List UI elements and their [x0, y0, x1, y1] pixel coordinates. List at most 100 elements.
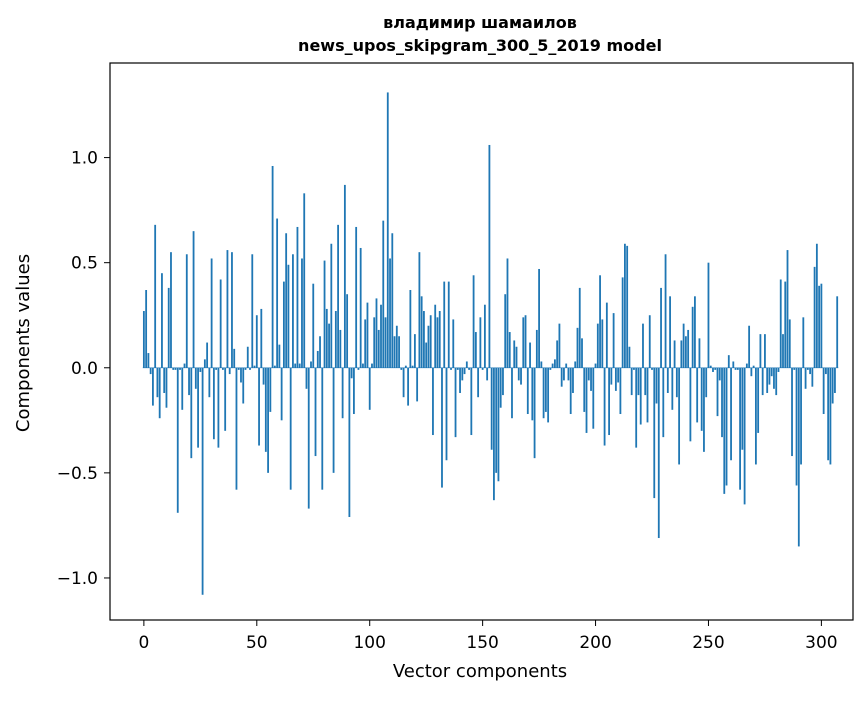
bar-245 — [696, 367, 699, 423]
bar-127 — [429, 315, 432, 368]
bar-146 — [472, 275, 475, 368]
bar-25 — [199, 367, 202, 372]
bar-208 — [612, 313, 615, 368]
bar-296 — [811, 367, 814, 387]
bar-242 — [689, 367, 692, 442]
bar-268 — [748, 325, 751, 368]
bar-167 — [520, 367, 522, 385]
bar-226 — [653, 367, 656, 499]
bar-170 — [526, 367, 529, 415]
bar-79 — [321, 367, 324, 490]
bar-209 — [614, 367, 617, 391]
bar-47 — [249, 367, 251, 370]
bar-171 — [529, 342, 531, 368]
bar-11 — [167, 287, 170, 368]
bar-303 — [827, 367, 830, 461]
bar-43 — [240, 367, 242, 383]
bar-271 — [754, 367, 757, 465]
bar-307 — [836, 296, 839, 368]
bar-259 — [727, 355, 730, 368]
y-axis-ticks: −1.0 −0.5 0.0 0.5 1.0 — [57, 149, 110, 589]
bar-134 — [445, 367, 448, 461]
bar-287 — [791, 367, 793, 457]
bar-21 — [190, 367, 193, 459]
bar-187 — [565, 363, 568, 368]
bar-159 — [502, 367, 504, 396]
bar-39 — [231, 252, 233, 368]
bar-160 — [504, 294, 507, 368]
bar-97 — [362, 363, 364, 368]
bar-4 — [152, 367, 154, 406]
bar-121 — [416, 367, 419, 402]
bar-48 — [251, 254, 254, 368]
bar-304 — [829, 367, 832, 465]
bar-3 — [149, 367, 152, 375]
bar-139 — [456, 367, 459, 370]
bar-123 — [420, 296, 423, 368]
bar-213 — [624, 243, 626, 368]
bar-266 — [743, 367, 746, 505]
bar-113 — [398, 336, 400, 368]
bar-90 — [346, 294, 349, 368]
bar-15 — [176, 367, 179, 513]
y-axis-label: Components values — [13, 254, 34, 432]
bar-205 — [605, 302, 608, 368]
bar-89 — [343, 184, 346, 368]
bar-252 — [712, 367, 714, 372]
bar-132 — [441, 367, 443, 488]
bar-35 — [222, 367, 224, 370]
bar-302 — [825, 367, 827, 375]
bar-104 — [377, 329, 380, 368]
bar-249 — [705, 367, 708, 398]
bar-69 — [298, 363, 301, 368]
bar-230 — [662, 367, 665, 438]
bar-68 — [296, 226, 299, 368]
bar-96 — [359, 247, 362, 368]
bar-219 — [637, 367, 640, 396]
bar-168 — [522, 317, 525, 368]
bar-157 — [497, 367, 500, 482]
bar-182 — [553, 359, 556, 368]
bar-274 — [761, 367, 764, 396]
bar-214 — [626, 245, 629, 368]
bar-231 — [664, 254, 667, 368]
bar-82 — [328, 323, 330, 368]
bar-172 — [531, 367, 534, 421]
bar-198 — [590, 367, 592, 391]
bar-76 — [314, 367, 317, 457]
bar-2 — [147, 353, 150, 368]
bar-114 — [400, 367, 403, 370]
bar-12 — [170, 252, 172, 368]
bar-281 — [777, 367, 780, 372]
bar-241 — [687, 329, 690, 368]
bar-181 — [551, 363, 554, 368]
bar-17 — [181, 367, 184, 410]
bar-51 — [258, 367, 260, 446]
bar-197 — [587, 367, 590, 381]
bar-235 — [673, 340, 676, 368]
bar-189 — [569, 367, 572, 415]
bar-233 — [669, 296, 671, 368]
bar-188 — [567, 367, 570, 381]
bar-84 — [332, 367, 335, 473]
y-tick-label-3: 0.5 — [71, 254, 98, 274]
bar-118 — [409, 290, 412, 368]
bar-100 — [368, 367, 371, 410]
bar-215 — [628, 346, 631, 368]
x-tick-label-300: 300 — [805, 633, 837, 653]
bar-246 — [698, 338, 701, 368]
x-axis-label: Vector components — [393, 661, 567, 682]
bar-227 — [655, 367, 658, 404]
bar-201 — [596, 323, 599, 368]
bar-253 — [714, 367, 717, 370]
bar-120 — [413, 334, 416, 368]
bar-27 — [203, 359, 206, 368]
bar-105 — [380, 304, 382, 368]
bar-278 — [770, 367, 773, 377]
bar-138 — [454, 367, 457, 438]
bar-236 — [675, 367, 678, 398]
bar-163 — [511, 367, 513, 419]
bars — [142, 92, 839, 595]
bar-106 — [382, 220, 385, 368]
bar-0 — [142, 311, 145, 368]
